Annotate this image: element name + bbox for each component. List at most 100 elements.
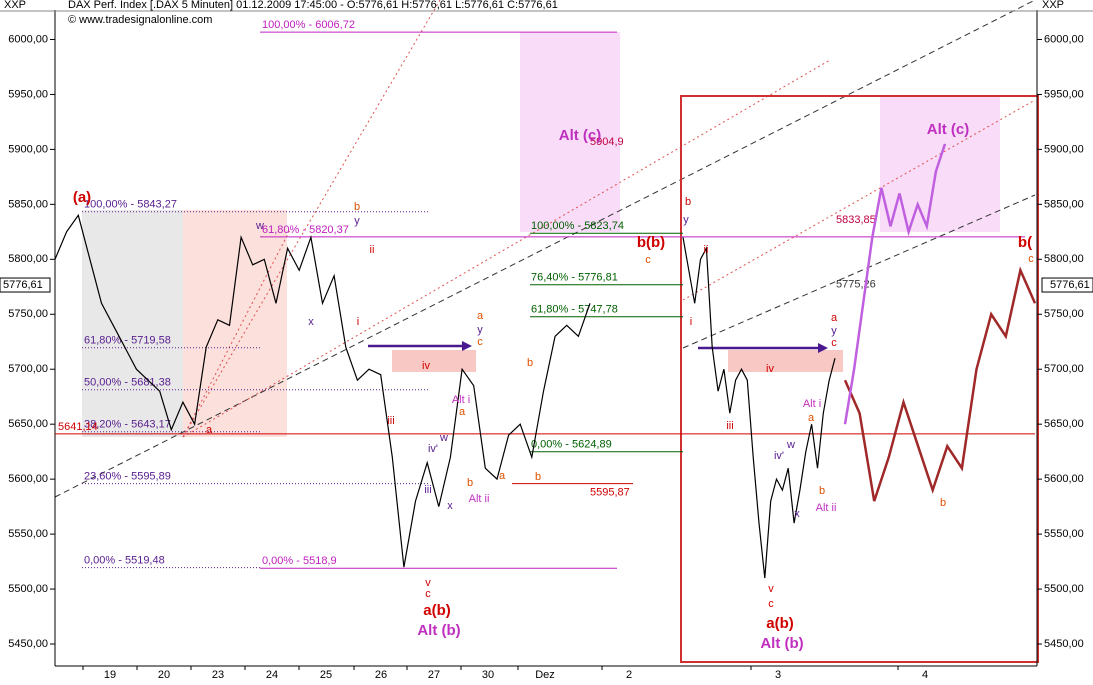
level-label: 61,80% - 5820,37 bbox=[262, 224, 349, 236]
x-tick-label: Dez bbox=[535, 669, 555, 681]
level-label: 100,00% - 5823,74 bbox=[531, 220, 624, 232]
last-price: 5776,61 bbox=[3, 279, 43, 291]
wave-label: c bbox=[477, 336, 483, 348]
price-note: 5775,26 bbox=[836, 278, 876, 290]
header-info: DAX Perf. Index [.DAX 5 Minuten] 01.12.2… bbox=[68, 0, 558, 11]
y-tick-label: 5900,00 bbox=[8, 143, 48, 155]
y-tick-label: 5450,00 bbox=[1044, 638, 1084, 650]
wave-label: a bbox=[831, 312, 838, 324]
y-tick-label: 5650,00 bbox=[1044, 418, 1084, 430]
wave-label: ii bbox=[704, 244, 709, 256]
x-tick-label: 26 bbox=[375, 669, 387, 681]
price-note: 5904,9 bbox=[590, 136, 624, 148]
wave-label: iii bbox=[387, 415, 394, 427]
y-tick-label: 5500,00 bbox=[1044, 583, 1084, 595]
y-tick-label: 5650,00 bbox=[8, 418, 48, 430]
wave-label: b bbox=[535, 471, 541, 483]
level-label: 61,80% - 5719,58 bbox=[84, 335, 171, 347]
y-tick-label: 6000,00 bbox=[8, 33, 48, 45]
wave-label: Alt (b) bbox=[760, 635, 803, 652]
y-tick-label: 5900,00 bbox=[1044, 143, 1084, 155]
wave-label: c bbox=[645, 254, 651, 266]
wave-label: v bbox=[768, 583, 774, 595]
wave-label: b(b) bbox=[637, 234, 665, 251]
y-tick-label: 6000,00 bbox=[1044, 33, 1084, 45]
wave-label: i bbox=[357, 316, 359, 328]
x-tick-label: 4 bbox=[922, 669, 928, 681]
x-tick-label: 24 bbox=[266, 669, 278, 681]
zone-magenta-right bbox=[880, 96, 1000, 232]
wave-label: a bbox=[499, 470, 506, 482]
wave-label: x bbox=[308, 316, 314, 328]
x-tick-label: 3 bbox=[775, 669, 781, 681]
y-tick-label: 5700,00 bbox=[1044, 363, 1084, 375]
arrow-head bbox=[462, 341, 472, 351]
level-label: 100,00% - 5843,27 bbox=[84, 199, 177, 211]
y-tick-label: 5850,00 bbox=[8, 198, 48, 210]
wave-label: iii bbox=[726, 420, 733, 432]
y-tick-label: 5750,00 bbox=[1044, 308, 1084, 320]
y-tick-label: 5700,00 bbox=[8, 363, 48, 375]
zone-magenta bbox=[520, 32, 620, 232]
level-label: 0,00% - 5624,89 bbox=[531, 439, 612, 451]
wave-label: y bbox=[831, 325, 837, 337]
wave-label: w bbox=[439, 432, 448, 444]
y-tick-label: 5600,00 bbox=[8, 473, 48, 485]
wave-label: Alt (c) bbox=[559, 127, 602, 144]
symbol: XXP bbox=[4, 0, 26, 11]
wave-label: b bbox=[940, 497, 946, 509]
wave-label: Alt i bbox=[803, 398, 821, 410]
y-tick-label: 5600,00 bbox=[1044, 473, 1084, 485]
wave-label: a(b) bbox=[766, 615, 794, 632]
price-note: 5833,85 bbox=[836, 214, 876, 226]
level-label: 38,20% - 5643,17 bbox=[84, 419, 171, 431]
x-tick-label: 19 bbox=[104, 669, 116, 681]
symbol-right: XXP bbox=[1042, 0, 1064, 11]
wave-label: a bbox=[206, 424, 213, 436]
level-label: 100,00% - 6006,72 bbox=[262, 19, 355, 31]
wave-label: Alt i bbox=[452, 394, 470, 406]
wave-label: Alt (c) bbox=[927, 121, 970, 138]
y-tick-label: 5800,00 bbox=[1044, 253, 1084, 265]
wave-label: iv bbox=[422, 360, 430, 372]
wave-label: w bbox=[786, 439, 795, 451]
wave-label: b bbox=[354, 201, 360, 213]
wave-label: iii bbox=[424, 484, 431, 496]
fan-line bbox=[182, 229, 291, 438]
wave-label: c bbox=[768, 598, 774, 610]
projection-box bbox=[680, 95, 1039, 663]
wave-label: w bbox=[255, 220, 264, 232]
level-label: 50,00% - 5681,38 bbox=[84, 377, 171, 389]
x-tick-label: 2 bbox=[626, 669, 632, 681]
wave-label: y bbox=[477, 324, 483, 336]
last-price: 5776,61 bbox=[1050, 279, 1090, 291]
wave-label: c bbox=[425, 588, 431, 600]
level-label: 0,00% - 5519,48 bbox=[84, 555, 165, 567]
wave-label: a bbox=[459, 406, 466, 418]
wave-label: Alt ii bbox=[816, 502, 837, 514]
wave-label: ii bbox=[370, 244, 375, 256]
price-line bbox=[54, 213, 591, 568]
wave-label: (a) bbox=[73, 189, 91, 206]
level-label: 0,00% - 5518,9 bbox=[262, 555, 337, 567]
wave-label: c bbox=[831, 337, 837, 349]
x-tick-label: 30 bbox=[482, 669, 494, 681]
wave-label: v bbox=[425, 577, 431, 589]
wave-label: Alt (b) bbox=[417, 622, 460, 639]
level-label: 61,80% - 5747,78 bbox=[531, 304, 618, 316]
level-label: 5641,14 bbox=[58, 421, 98, 433]
price-line bbox=[682, 237, 836, 579]
y-tick-label: 5500,00 bbox=[8, 583, 48, 595]
zone-pink bbox=[183, 210, 287, 437]
level-label: 23,60% - 5595,89 bbox=[84, 471, 171, 483]
wave-label: a bbox=[808, 412, 815, 424]
wave-label: a(b) bbox=[423, 602, 451, 619]
x-tick-label: 25 bbox=[320, 669, 332, 681]
wave-label: iv' bbox=[774, 450, 784, 462]
wave-label: c bbox=[1028, 253, 1034, 265]
zone-salmon-right bbox=[728, 350, 843, 372]
wave-label: y bbox=[683, 214, 689, 226]
x-tick-label: 20 bbox=[158, 669, 170, 681]
wave-label: b bbox=[467, 477, 473, 489]
wave-label: b( bbox=[1018, 234, 1032, 251]
